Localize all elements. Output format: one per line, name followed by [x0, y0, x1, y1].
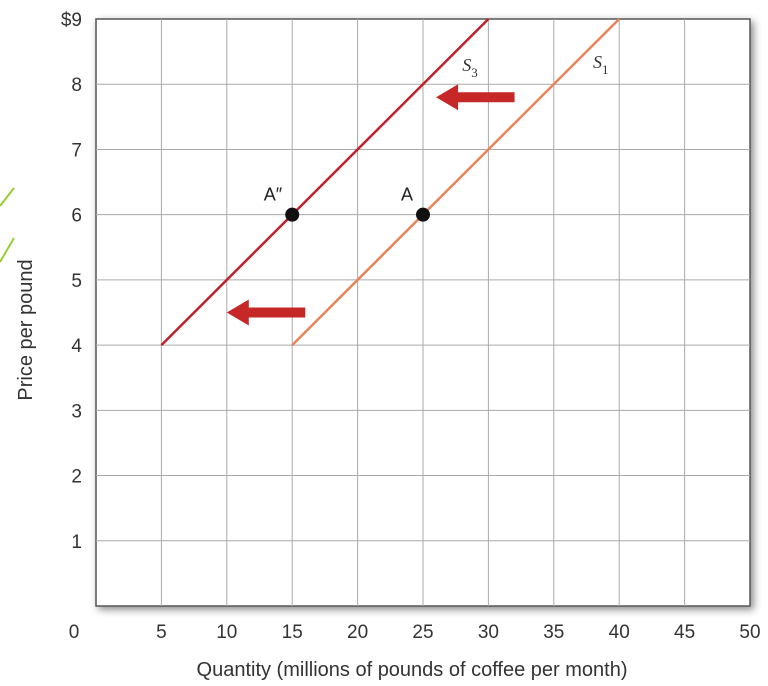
x-tick-label: 45	[674, 622, 695, 643]
x-tick-label: 30	[478, 622, 499, 643]
y-tick-label: 2	[71, 467, 82, 488]
point-label: A″	[264, 185, 283, 205]
decorative-green-bracket	[0, 188, 14, 262]
y-tick-label: 3	[71, 401, 82, 422]
y-tick-label: 8	[71, 75, 82, 96]
y-tick-label: 5	[71, 271, 82, 292]
y-tick-label: 1	[71, 532, 82, 553]
x-tick-label: 50	[739, 622, 760, 643]
y-axis-title: Price per pound	[15, 259, 37, 400]
x-tick-label: 35	[543, 622, 564, 643]
x-tick-label: 0	[69, 622, 80, 643]
y-tick-label: 7	[71, 140, 82, 161]
x-axis-title: Quantity (millions of pounds of coffee p…	[197, 659, 628, 681]
x-tick-label: 15	[282, 622, 303, 643]
point-label: A	[401, 185, 413, 205]
x-tick-label: 40	[609, 622, 630, 643]
x-tick-label: 20	[347, 622, 368, 643]
y-axis-tick-labels: 1 2 3 4 5 6 7 8 $9	[61, 10, 83, 553]
x-axis-tick-labels: 0 5 10 15 20 25 30 35 40 45 50	[69, 622, 761, 643]
equilibrium-point	[416, 208, 430, 222]
y-tick-label: $9	[61, 10, 82, 31]
y-tick-label: 6	[71, 206, 82, 227]
x-tick-label: 5	[156, 622, 167, 643]
equilibrium-point	[285, 208, 299, 222]
y-tick-label: 4	[71, 336, 82, 357]
x-tick-label: 25	[412, 622, 433, 643]
x-tick-label: 10	[216, 622, 237, 643]
